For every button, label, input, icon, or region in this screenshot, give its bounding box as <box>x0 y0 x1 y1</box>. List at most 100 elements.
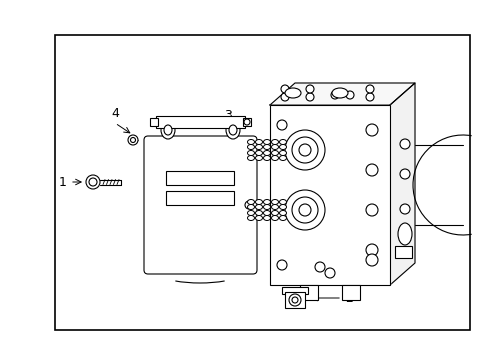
Circle shape <box>399 139 409 149</box>
Circle shape <box>330 91 338 99</box>
Bar <box>341 285 359 300</box>
Circle shape <box>291 137 317 163</box>
Ellipse shape <box>247 140 254 144</box>
Ellipse shape <box>247 204 254 210</box>
Circle shape <box>365 124 377 136</box>
Circle shape <box>346 91 353 99</box>
Text: 1: 1 <box>59 176 67 189</box>
Circle shape <box>325 268 334 278</box>
Ellipse shape <box>271 150 278 156</box>
Circle shape <box>244 201 252 209</box>
Circle shape <box>276 260 286 270</box>
Ellipse shape <box>271 156 278 161</box>
Circle shape <box>365 244 377 256</box>
Circle shape <box>288 294 301 306</box>
Circle shape <box>130 138 135 143</box>
Ellipse shape <box>255 199 262 204</box>
Ellipse shape <box>263 140 270 144</box>
Ellipse shape <box>163 125 172 135</box>
Ellipse shape <box>228 125 237 135</box>
Ellipse shape <box>279 199 286 204</box>
Ellipse shape <box>247 199 254 204</box>
Circle shape <box>281 85 288 93</box>
Ellipse shape <box>279 204 286 210</box>
Ellipse shape <box>247 144 254 149</box>
Ellipse shape <box>263 150 270 156</box>
Ellipse shape <box>161 121 175 139</box>
Bar <box>243 118 250 126</box>
Bar <box>299 285 317 300</box>
Polygon shape <box>269 83 414 105</box>
Ellipse shape <box>271 204 278 210</box>
Ellipse shape <box>279 150 286 156</box>
Ellipse shape <box>285 88 301 98</box>
Circle shape <box>399 204 409 214</box>
Ellipse shape <box>255 150 262 156</box>
Circle shape <box>86 175 100 189</box>
Ellipse shape <box>263 211 270 216</box>
Ellipse shape <box>279 211 286 216</box>
Bar <box>55 35 469 330</box>
Ellipse shape <box>263 199 270 204</box>
Ellipse shape <box>271 211 278 216</box>
Circle shape <box>399 169 409 179</box>
Circle shape <box>89 178 97 186</box>
Circle shape <box>305 93 313 101</box>
Circle shape <box>365 254 377 266</box>
Ellipse shape <box>279 140 286 144</box>
Ellipse shape <box>279 216 286 220</box>
Ellipse shape <box>279 144 286 149</box>
Polygon shape <box>269 105 389 285</box>
Bar <box>165 171 234 185</box>
Ellipse shape <box>263 156 270 161</box>
Ellipse shape <box>263 144 270 149</box>
Bar <box>150 118 158 126</box>
Bar <box>269 105 389 285</box>
Polygon shape <box>389 83 414 285</box>
Circle shape <box>281 93 288 101</box>
FancyBboxPatch shape <box>143 136 257 274</box>
Text: 4: 4 <box>111 107 119 120</box>
Ellipse shape <box>247 150 254 156</box>
Circle shape <box>298 144 310 156</box>
Ellipse shape <box>263 216 270 220</box>
Bar <box>282 287 307 294</box>
Ellipse shape <box>397 223 411 245</box>
Bar <box>394 246 411 258</box>
Ellipse shape <box>331 88 347 98</box>
Ellipse shape <box>247 211 254 216</box>
Text: 3: 3 <box>224 109 231 122</box>
Ellipse shape <box>271 140 278 144</box>
Ellipse shape <box>255 211 262 216</box>
Ellipse shape <box>271 144 278 149</box>
Circle shape <box>365 93 373 101</box>
Ellipse shape <box>247 216 254 220</box>
Bar <box>285 292 305 308</box>
Circle shape <box>128 135 138 145</box>
Ellipse shape <box>255 140 262 144</box>
Circle shape <box>365 164 377 176</box>
Ellipse shape <box>271 216 278 220</box>
Ellipse shape <box>255 216 262 220</box>
Circle shape <box>365 204 377 216</box>
Bar <box>156 116 244 128</box>
Text: 2: 2 <box>345 292 352 305</box>
Circle shape <box>285 130 325 170</box>
Circle shape <box>244 119 249 125</box>
Ellipse shape <box>279 156 286 161</box>
Circle shape <box>291 197 317 223</box>
Circle shape <box>276 120 286 130</box>
Bar <box>165 191 234 205</box>
Ellipse shape <box>225 121 240 139</box>
Ellipse shape <box>263 204 270 210</box>
Ellipse shape <box>255 144 262 149</box>
Circle shape <box>291 297 297 303</box>
Ellipse shape <box>255 156 262 161</box>
Circle shape <box>285 190 325 230</box>
Circle shape <box>365 85 373 93</box>
Ellipse shape <box>247 156 254 161</box>
Ellipse shape <box>255 204 262 210</box>
Circle shape <box>298 204 310 216</box>
Ellipse shape <box>271 199 278 204</box>
Circle shape <box>314 262 325 272</box>
